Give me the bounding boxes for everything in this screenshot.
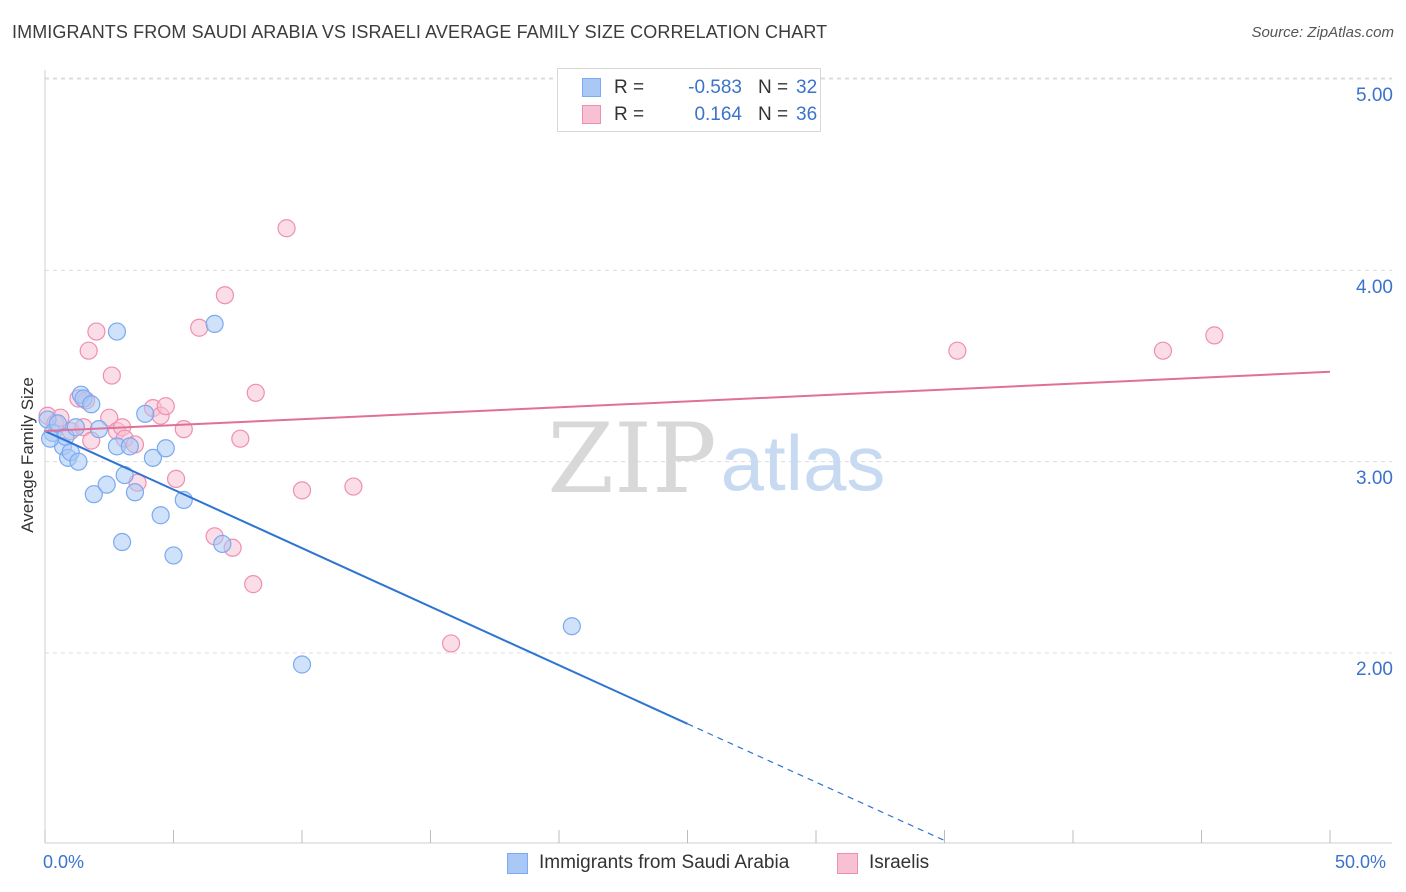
axes	[44, 70, 1392, 844]
point-israeli	[948, 341, 967, 360]
point-saudi	[69, 452, 88, 471]
point-israeli	[1205, 326, 1224, 345]
point-saudi	[107, 322, 127, 341]
correlation-legend: R = -0.583 N = 32 R = 0.164 N = 36	[557, 68, 821, 132]
point-saudi	[97, 475, 116, 494]
y-tick-label-5: 5.00	[1356, 85, 1393, 106]
point-israeli	[174, 420, 193, 439]
point-israeli	[344, 477, 363, 496]
chart-title: IMMIGRANTS FROM SAUDI ARABIA VS ISRAELI …	[12, 22, 828, 42]
point-israeli	[215, 286, 234, 305]
point-saudi	[213, 534, 232, 554]
trend-line-saudi-extrapolated	[687, 723, 945, 842]
point-saudi	[120, 437, 139, 456]
legend-swatch-pink	[837, 853, 858, 874]
source-credit: Source: ZipAtlas.com	[1251, 24, 1394, 41]
point-israeli	[190, 318, 209, 337]
point-israeli	[100, 408, 119, 427]
trend-line-israelis	[44, 370, 1331, 433]
trend-lines	[44, 370, 1331, 842]
legend-swatch-blue	[582, 78, 601, 97]
point-israeli	[277, 219, 296, 238]
point-israeli	[231, 429, 250, 448]
watermark-zip: ZIP	[547, 403, 716, 515]
watermark-atlas: atlas	[721, 419, 886, 507]
point-saudi	[205, 314, 224, 334]
point-israeli	[244, 575, 263, 594]
point-israeli	[441, 634, 461, 653]
point-israeli	[1153, 341, 1173, 360]
point-israeli	[156, 397, 175, 416]
data-points	[38, 219, 1224, 674]
point-israeli	[246, 383, 265, 402]
point-saudi	[112, 532, 132, 552]
point-saudi	[84, 485, 103, 504]
y-tick-label-2: 2.00	[1356, 659, 1393, 680]
y-axis-label: Average Family Size	[18, 377, 37, 533]
point-saudi	[143, 448, 163, 467]
point-saudi	[136, 404, 155, 423]
x-tick-label-min: 0.0%	[43, 852, 85, 872]
legend-swatch-pink	[582, 105, 601, 124]
point-saudi	[48, 414, 67, 433]
gridlines	[45, 77, 1392, 654]
point-saudi	[562, 617, 581, 636]
r-label: R =	[614, 104, 645, 125]
point-saudi	[151, 506, 170, 525]
legend-swatch-blue	[507, 853, 528, 874]
point-israeli	[102, 366, 121, 385]
point-saudi	[164, 546, 183, 565]
watermark: ZIP atlas	[547, 403, 885, 515]
y-tick-label-4: 4.00	[1356, 277, 1393, 298]
r-value: 0.164	[694, 104, 742, 125]
legend-label: Israelis	[869, 852, 930, 873]
legend-label: Immigrants from Saudi Arabia	[539, 852, 790, 873]
point-saudi	[292, 655, 312, 674]
n-label: N =	[758, 104, 789, 125]
n-value: 32	[796, 77, 818, 98]
trend-line-saudi	[44, 430, 688, 725]
point-israeli	[87, 322, 106, 341]
n-label: N =	[758, 77, 789, 98]
r-value: -0.583	[688, 77, 742, 98]
point-israeli	[79, 341, 98, 360]
point-israeli	[166, 469, 186, 488]
point-israeli	[292, 481, 312, 500]
x-tick-label-max: 50.0%	[1335, 852, 1387, 872]
point-saudi	[156, 439, 175, 458]
n-value: 36	[796, 104, 818, 125]
y-tick-label-3: 3.00	[1356, 468, 1393, 489]
point-saudi	[82, 395, 101, 414]
point-saudi	[125, 483, 145, 502]
point-saudi	[66, 418, 85, 437]
r-label: R =	[614, 77, 645, 98]
